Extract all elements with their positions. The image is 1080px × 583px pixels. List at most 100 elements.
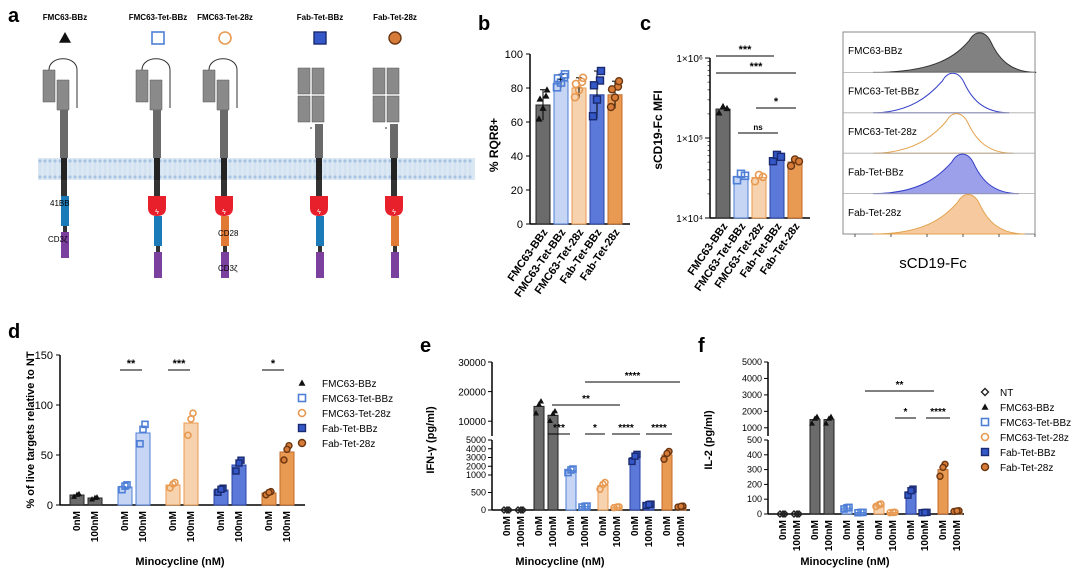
lipid-head <box>123 175 127 179</box>
d-point <box>74 491 80 497</box>
panel-f-xlabel: Minocycline (nM) <box>800 556 890 568</box>
lipid-head <box>398 175 402 179</box>
label-cd28: CD28 <box>218 229 239 238</box>
lipid-head <box>138 175 142 179</box>
b-ytick-label: 0 <box>517 219 523 231</box>
f-ytick-label: 3000 <box>742 390 762 400</box>
panel-d: d % of live targets relative to NT Minoc… <box>8 321 305 568</box>
scfv-vh-1 <box>135 69 149 103</box>
cd3z-domain-1 <box>154 252 162 278</box>
lipid-head <box>53 159 57 163</box>
d-point <box>71 493 77 499</box>
lipid-head <box>248 159 252 163</box>
f-legend-label-5: Fab-Tet-28z <box>1000 463 1053 474</box>
f-tick-label: 100nM <box>888 520 899 551</box>
lipid-head <box>258 159 262 163</box>
b-point <box>536 95 544 102</box>
lipid-head <box>188 175 192 179</box>
e-tick-label: 100nM <box>612 516 623 547</box>
f-point <box>907 486 915 495</box>
costim-domain-1 <box>154 216 162 246</box>
lipid-head <box>353 175 357 179</box>
lipid-head <box>353 159 357 163</box>
d-point <box>136 439 144 448</box>
e-point <box>613 503 621 511</box>
lipid-head <box>298 159 302 163</box>
f-bar <box>809 419 821 515</box>
e-point <box>663 449 671 458</box>
tm-span-3 <box>316 158 322 180</box>
f-legend-marker-2 <box>980 417 990 427</box>
d-point <box>280 456 288 464</box>
c-point <box>786 161 796 170</box>
lipid-head <box>263 159 267 163</box>
scfv-vl-0 <box>56 79 70 111</box>
lipid-head <box>333 159 337 163</box>
lipid-head <box>143 159 147 163</box>
lipid-head <box>238 175 242 179</box>
d-point <box>217 485 225 493</box>
e-bar <box>629 457 641 511</box>
b-bar-4 <box>607 94 623 225</box>
lipid-head <box>88 159 92 163</box>
b-point <box>543 86 551 93</box>
c-ytick-label: 1×10⁵ <box>676 134 703 145</box>
hinge-0 <box>60 110 68 158</box>
d-point <box>139 425 147 434</box>
linker-3 <box>318 246 322 252</box>
f-bar <box>823 419 835 515</box>
e-sig-label-1: ** <box>582 394 590 405</box>
f-point <box>921 508 929 517</box>
d-point <box>169 480 177 488</box>
hist-label-2: FMC63-Tet-28z <box>848 127 917 138</box>
f-ytick-label: 400 <box>747 450 762 460</box>
f-tick-label: 100nM <box>952 520 963 551</box>
f-point <box>826 415 832 421</box>
lipid-head <box>303 175 307 179</box>
d-point <box>184 431 192 440</box>
lipid-head <box>103 175 107 179</box>
lipid-head <box>328 175 332 179</box>
f-ytick-label: 200 <box>747 479 762 489</box>
costim-domain-0 <box>61 196 69 226</box>
f-point <box>790 510 798 518</box>
b-point <box>542 92 550 99</box>
e-point <box>581 502 589 511</box>
d-point <box>187 415 195 423</box>
b-ylabel-sup: + <box>558 75 563 84</box>
panel-d-ylabel: % of live targets relative to NT <box>25 351 37 508</box>
f-point <box>875 500 883 509</box>
b-bar-1 <box>553 80 569 225</box>
f-ytick-label: 0 <box>757 509 762 519</box>
lipid-head <box>133 175 137 179</box>
b-point <box>596 66 606 76</box>
lipid-head <box>278 175 282 179</box>
e-tick-label: 100nM <box>516 516 527 547</box>
linker-2 <box>223 246 227 252</box>
lipid-head <box>208 175 212 179</box>
lipid-head <box>263 175 267 179</box>
cell-membrane <box>38 158 475 180</box>
lipid-head <box>358 159 362 163</box>
tet-switch-2 <box>215 196 233 216</box>
tm-domain-0 <box>61 180 67 196</box>
e-point <box>547 417 553 424</box>
lipid-head <box>273 159 277 163</box>
e-ytick-label: 10000 <box>458 417 486 428</box>
lipid-head <box>143 175 147 179</box>
panel-f-ylabel: IL-2 (pg/ml) <box>703 410 715 470</box>
d-point <box>92 494 98 501</box>
e-point <box>567 466 575 474</box>
lipid-head <box>438 159 442 163</box>
d-point <box>265 488 273 497</box>
lipid-head <box>118 175 122 179</box>
d-legend-marker-2 <box>297 408 307 418</box>
label-cd3z-2: CD3ζ <box>218 264 238 273</box>
e-tick-label: 100nM <box>548 516 559 547</box>
lipid-head <box>68 175 72 179</box>
e-point <box>517 506 525 514</box>
lipid-head <box>113 159 117 163</box>
lipid-head <box>468 159 472 163</box>
lipid-head <box>233 159 237 163</box>
fab-heavy-2-4 <box>372 95 386 123</box>
